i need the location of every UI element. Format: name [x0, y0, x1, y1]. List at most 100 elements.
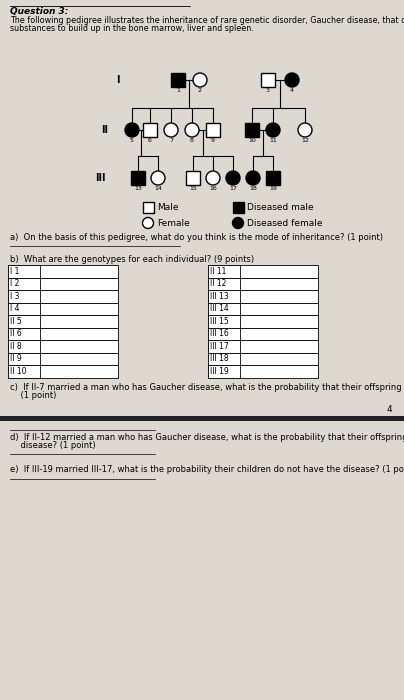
Bar [208, 315, 318, 328]
Text: I 4: I 4 [10, 304, 19, 314]
Bar [131, 171, 145, 185]
Text: Female: Female [157, 218, 190, 228]
Bar [8, 340, 40, 353]
Circle shape [206, 171, 220, 185]
Bar [208, 340, 240, 353]
Text: I 2: I 2 [10, 279, 19, 288]
Text: 9: 9 [211, 138, 215, 143]
Bar [8, 265, 118, 277]
Text: substances to build up in the bone marrow, liver and spleen.: substances to build up in the bone marro… [10, 24, 254, 33]
Bar [8, 315, 40, 328]
Text: 12: 12 [301, 138, 309, 143]
Bar [8, 340, 118, 353]
Circle shape [193, 73, 207, 87]
Bar [245, 123, 259, 137]
Text: 17: 17 [229, 186, 237, 191]
Circle shape [164, 123, 178, 137]
Text: disease? (1 point): disease? (1 point) [10, 442, 96, 451]
Circle shape [246, 171, 260, 185]
Text: II: II [101, 125, 109, 135]
Text: II 5: II 5 [10, 316, 22, 326]
Text: 4: 4 [386, 405, 392, 414]
Text: I 1: I 1 [10, 267, 19, 276]
Bar [261, 73, 275, 87]
Bar [208, 353, 318, 365]
Text: III 13: III 13 [210, 292, 229, 301]
Circle shape [232, 218, 244, 228]
Bar [266, 171, 280, 185]
Bar [8, 353, 118, 365]
Text: 14: 14 [154, 186, 162, 191]
Text: a)  On the basis of this pedigree, what do you think is the mode of inheritance?: a) On the basis of this pedigree, what d… [10, 233, 383, 242]
Bar [208, 328, 240, 340]
Bar [143, 123, 157, 137]
Text: III 15: III 15 [210, 316, 229, 326]
Text: 19: 19 [269, 186, 277, 191]
Text: 7: 7 [169, 138, 173, 143]
Text: III 17: III 17 [210, 342, 229, 351]
Text: Diseased male: Diseased male [247, 202, 314, 211]
Bar [208, 340, 318, 353]
Bar [208, 290, 318, 302]
Text: 13: 13 [134, 186, 142, 191]
Text: I: I [116, 75, 120, 85]
Bar [208, 277, 318, 290]
Circle shape [143, 218, 154, 228]
Bar [8, 290, 40, 302]
Text: I 3: I 3 [10, 292, 19, 301]
Text: The following pedigree illustrates the inheritance of rare genetic disorder, Gau: The following pedigree illustrates the i… [10, 16, 404, 25]
Text: 3: 3 [266, 88, 270, 93]
Text: Diseased female: Diseased female [247, 218, 322, 228]
Bar [171, 73, 185, 87]
Bar [208, 302, 318, 315]
Bar [8, 353, 40, 365]
Bar [8, 302, 40, 315]
Bar [8, 365, 40, 377]
Text: 15: 15 [189, 186, 197, 191]
Bar [0, 416, 404, 421]
Text: 1: 1 [176, 88, 180, 93]
Bar [8, 277, 118, 290]
Text: III 18: III 18 [210, 354, 229, 363]
Text: c)  If II-7 married a man who has Gaucher disease, what is the probability that : c) If II-7 married a man who has Gaucher… [10, 384, 404, 393]
Bar [8, 290, 118, 302]
Text: II 12: II 12 [210, 279, 226, 288]
Bar [232, 202, 244, 213]
Text: 10: 10 [248, 138, 256, 143]
Bar [208, 265, 240, 277]
Bar [208, 328, 318, 340]
Circle shape [185, 123, 199, 137]
Bar [8, 328, 40, 340]
Text: e)  If III-19 married III-17, what is the probability their children do not have: e) If III-19 married III-17, what is the… [10, 466, 404, 475]
Text: 6: 6 [148, 138, 152, 143]
Bar [206, 123, 220, 137]
Text: d)  If II-12 married a man who has Gaucher disease, what is the probability that: d) If II-12 married a man who has Gauche… [10, 433, 404, 442]
Circle shape [226, 171, 240, 185]
Text: 11: 11 [269, 138, 277, 143]
Text: III 19: III 19 [210, 367, 229, 376]
Bar [8, 365, 118, 377]
Text: Male: Male [157, 202, 179, 211]
Bar [8, 277, 40, 290]
Text: 8: 8 [190, 138, 194, 143]
Bar [208, 353, 240, 365]
Bar [208, 302, 240, 315]
Text: 16: 16 [209, 186, 217, 191]
Bar [8, 315, 118, 328]
Text: 4: 4 [290, 88, 294, 93]
Text: III: III [95, 173, 105, 183]
Circle shape [298, 123, 312, 137]
Text: b)  What are the genotypes for each individual? (9 points): b) What are the genotypes for each indiv… [10, 255, 254, 264]
Bar [143, 202, 154, 213]
Bar [8, 265, 40, 277]
Circle shape [266, 123, 280, 137]
Circle shape [125, 123, 139, 137]
Text: II 6: II 6 [10, 329, 22, 338]
Text: III 16: III 16 [210, 329, 229, 338]
Circle shape [285, 73, 299, 87]
Text: 5: 5 [130, 138, 134, 143]
Text: II 9: II 9 [10, 354, 22, 363]
Text: (1 point): (1 point) [10, 391, 57, 400]
Bar [8, 302, 118, 315]
Bar [208, 265, 318, 277]
